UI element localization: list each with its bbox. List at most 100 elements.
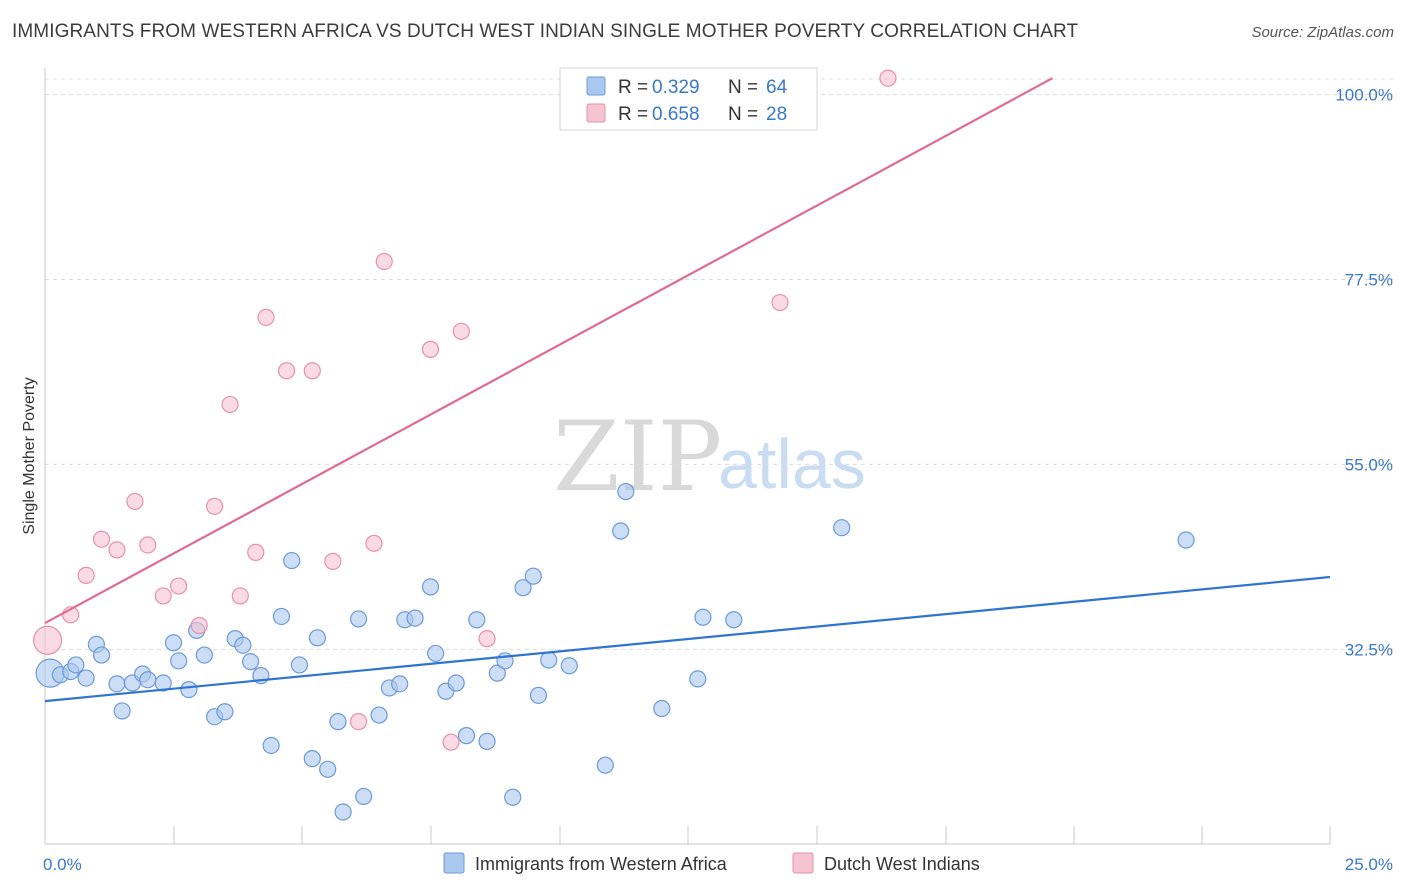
point-western-africa (216, 703, 234, 721)
point-western-africa (170, 652, 188, 670)
trend-lines (44, 77, 1331, 703)
point-dutch-west-indian (771, 293, 789, 312)
point-western-africa (524, 567, 542, 585)
series-legend-label-pink: Dutch West Indians (824, 854, 980, 874)
point-dutch-west-indian (349, 713, 368, 731)
point-dutch-west-indian (277, 362, 296, 380)
point-dutch-west-indian (206, 497, 224, 515)
series-legend-label-blue: Immigrants from Western Africa (475, 854, 728, 874)
point-western-africa (694, 608, 712, 626)
point-western-africa (406, 609, 424, 627)
point-dutch-west-indian (221, 395, 239, 414)
point-western-africa (355, 787, 373, 806)
legend-r-label-blue: R = (618, 77, 648, 98)
point-dutch-west-indian (92, 530, 111, 548)
point-western-africa (113, 702, 131, 720)
point-western-africa (154, 674, 172, 692)
point-western-africa (540, 651, 558, 669)
legend-n-value-blue: 64 (766, 77, 788, 98)
point-western-africa (92, 646, 111, 664)
point-dutch-west-indian (108, 541, 126, 559)
gridlines (45, 78, 1395, 650)
legend-r-label-pink: R = (618, 104, 648, 125)
trend-line-dutch-west-indian (44, 77, 1053, 624)
point-western-africa (488, 664, 506, 682)
x-tick-label-max: 25.0% (1345, 855, 1393, 874)
point-western-africa (139, 671, 157, 689)
point-dutch-west-indian (452, 322, 470, 340)
point-western-africa (242, 653, 260, 671)
chart-title: IMMIGRANTS FROM WESTERN AFRICA VS DUTCH … (12, 21, 1079, 42)
series-legend-swatch-blue (443, 852, 465, 874)
point-western-africa (478, 732, 496, 750)
point-western-africa (67, 656, 85, 674)
y-tick-label: 77.5% (1345, 271, 1393, 290)
point-western-africa (283, 551, 301, 570)
point-dutch-west-indian (32, 625, 63, 655)
series-legend: Immigrants from Western Africa Dutch Wes… (443, 852, 980, 874)
y-tick-label: 32.5% (1345, 640, 1393, 659)
legend-n-label-blue: N = (728, 77, 758, 98)
point-western-africa (689, 670, 707, 688)
point-western-africa (447, 674, 465, 692)
y-axis-label: Single Mother Poverty (21, 377, 38, 534)
point-dutch-west-indian (324, 552, 342, 571)
point-western-africa (833, 519, 851, 537)
point-western-africa (349, 610, 368, 628)
point-western-africa (272, 607, 291, 626)
stats-legend: R = 0.329 N = 64 R = 0.658 N = 28 (559, 67, 818, 131)
legend-swatch-blue (586, 76, 606, 96)
legend-r-value-pink: 0.658 (652, 104, 700, 125)
point-dutch-west-indian (77, 566, 95, 584)
watermark: ZIP atlas (553, 401, 866, 513)
point-western-africa (468, 611, 486, 629)
point-western-africa (725, 611, 743, 629)
y-tick-label: 55.0% (1345, 455, 1393, 474)
point-western-africa (329, 713, 347, 731)
point-western-africa (617, 482, 635, 501)
point-dutch-west-indian (139, 536, 157, 554)
point-western-africa (370, 706, 388, 724)
point-dutch-west-indian (879, 69, 897, 87)
point-dutch-west-indian (442, 733, 460, 751)
point-western-africa (596, 756, 614, 774)
point-western-africa (427, 644, 445, 663)
point-western-africa (421, 578, 440, 596)
point-western-africa (1177, 531, 1195, 549)
point-western-africa (108, 675, 126, 693)
axes (44, 68, 1331, 845)
legend-n-value-pink: 28 (766, 104, 787, 125)
series-legend-swatch-pink (792, 852, 814, 874)
point-dutch-west-indian (478, 630, 496, 648)
point-western-africa (164, 634, 183, 652)
x-tick-label-min: 0.0% (43, 855, 82, 874)
point-western-africa (514, 579, 532, 597)
point-dutch-west-indian (231, 587, 249, 605)
point-western-africa (195, 646, 213, 664)
point-dutch-west-indian (247, 543, 265, 561)
point-dutch-west-indian (170, 577, 188, 595)
y-tick-label: 100.0% (1335, 86, 1393, 105)
point-western-africa (319, 760, 337, 778)
point-western-africa (77, 669, 95, 687)
point-western-africa (308, 629, 327, 647)
point-western-africa (290, 656, 309, 674)
point-western-africa (504, 788, 522, 806)
point-dutch-west-indian (421, 340, 440, 358)
y-tick-labels: 32.5% 55.0% 77.5% 100.0% (1335, 86, 1393, 660)
point-dutch-west-indian (154, 587, 172, 605)
point-dutch-west-indian (375, 252, 393, 271)
point-western-africa (234, 636, 252, 654)
point-dutch-west-indian (126, 492, 144, 511)
point-dutch-west-indian (365, 534, 383, 552)
point-dutch-west-indian (190, 616, 208, 635)
point-western-africa (303, 750, 321, 768)
point-western-africa (391, 675, 409, 693)
watermark-zip: ZIP (553, 401, 722, 513)
point-dutch-west-indian (303, 362, 321, 380)
point-western-africa (653, 699, 671, 718)
data-points (32, 69, 1195, 821)
point-western-africa (612, 522, 630, 540)
point-western-africa (262, 736, 280, 755)
